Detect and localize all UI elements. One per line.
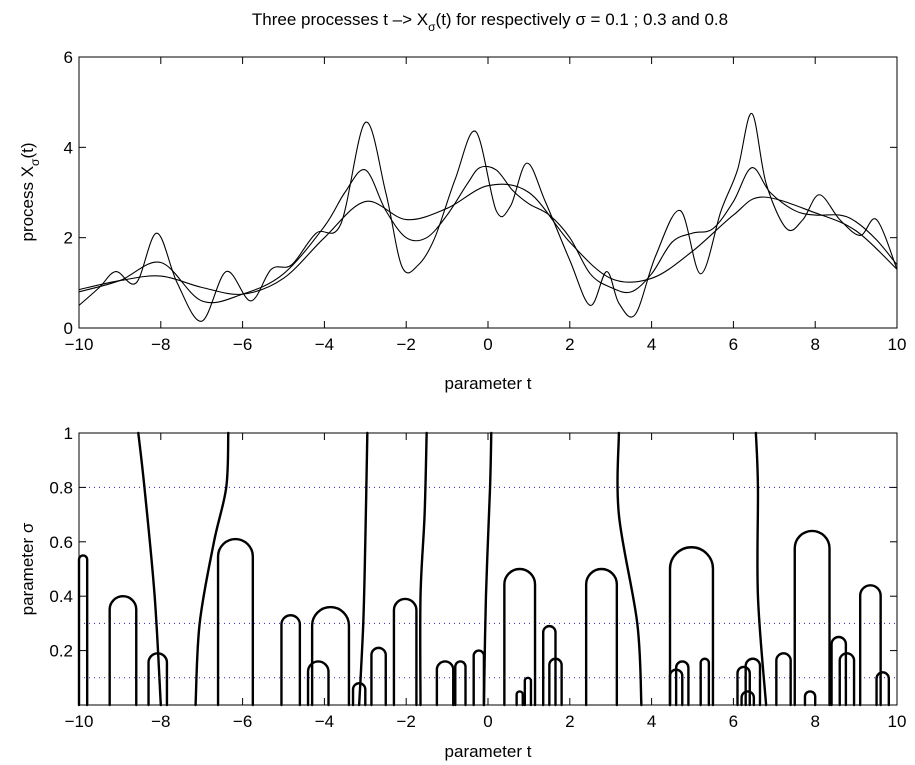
zero-crossing-branch <box>137 431 162 707</box>
zero-crossing-arch <box>77 554 89 707</box>
zero-crossing-arch <box>370 646 387 707</box>
zero-crossing-arch <box>668 546 715 707</box>
zero-crossing-arch <box>306 660 330 707</box>
process-x-tick-label: 2 <box>565 335 574 354</box>
zero-crossing-arch <box>584 567 619 707</box>
zero-crossing-arch <box>523 676 533 707</box>
zero-crossing-arch <box>699 657 711 707</box>
scale-space-x-tick-label: 4 <box>647 712 656 731</box>
scale-space-x-tick-label: −6 <box>233 712 252 731</box>
zero-crossing-branch <box>357 431 369 707</box>
process-x-tick-label: −8 <box>151 335 170 354</box>
zero-crossing-arch <box>392 597 418 707</box>
process-x-tick-label: 6 <box>729 335 738 354</box>
scale-space-y-tick-label: 0.8 <box>49 478 73 497</box>
process-y-tick-label: 0 <box>64 319 73 338</box>
process-x-tick-label: −2 <box>397 335 416 354</box>
zero-crossing-arch <box>830 635 848 707</box>
process-x-tick-label: −4 <box>315 335 334 354</box>
process-series-line <box>78 183 898 295</box>
zero-crossing-arch <box>454 660 467 707</box>
scale-space-x-tick-label: −8 <box>151 712 170 731</box>
zero-crossing-arch <box>775 652 792 707</box>
zero-crossing-branch <box>754 431 768 707</box>
process-series-line <box>78 165 898 304</box>
scale-space-y-axis-label: parameter σ <box>18 522 37 615</box>
zero-crossing-branch <box>419 431 428 707</box>
zero-crossing-arch <box>858 584 882 707</box>
scale-space-x-axis-label: parameter t <box>445 742 532 761</box>
scale-space-x-tick-label: 8 <box>810 712 819 731</box>
process-x-tick-label: 8 <box>810 335 819 354</box>
zero-crossing-arch <box>793 529 831 707</box>
zero-crossing-arch <box>744 657 762 707</box>
zero-crossing-branch <box>482 431 493 707</box>
zero-crossing-arch <box>875 671 891 707</box>
scale-space-y-tick-label: 1 <box>64 424 73 443</box>
zero-crossing-arch <box>216 537 255 707</box>
figure-title: Three processes t –> Xσ(t) for respectiv… <box>252 10 728 34</box>
process-x-tick-label: 4 <box>647 335 656 354</box>
zero-crossing-arch <box>310 605 351 707</box>
scale-space-y-tick-label: 0.2 <box>49 642 73 661</box>
zero-crossing-arch <box>548 657 563 707</box>
process-x-tick-label: −6 <box>233 335 252 354</box>
process-y-axis-label: process Xσ(t) <box>18 142 42 241</box>
zero-crossing-arch <box>503 567 537 707</box>
scale-space-x-tick-label: 6 <box>729 712 738 731</box>
scale-space-y-tick-label: 0.6 <box>49 533 73 552</box>
scale-space-x-tick-label: −4 <box>315 712 334 731</box>
zero-crossing-arch <box>472 649 486 707</box>
process-x-tick-label: 0 <box>483 335 492 354</box>
process-y-tick-label: 4 <box>64 138 73 157</box>
process-x-axis-label: parameter t <box>445 374 532 393</box>
zero-crossing-arch <box>515 690 524 707</box>
scale-space-x-tick-label: 0 <box>483 712 492 731</box>
zero-crossing-branch <box>194 431 230 707</box>
process-x-tick-label: 10 <box>888 335 907 354</box>
zero-crossing-arch <box>740 690 756 707</box>
scale-space-x-tick-label: −2 <box>397 712 416 731</box>
process-chart: −10 −8 −6 −4 −2 0 2 4 6 8 10 0 2 4 6 parameter t proce… <box>18 48 906 393</box>
scale-space-x-tick-label: 2 <box>565 712 574 731</box>
zero-crossing-arch <box>674 660 690 707</box>
scale-space-x-tick-label: −10 <box>65 712 94 731</box>
zero-crossing-arch <box>435 660 455 707</box>
zero-crossing-branch <box>616 431 643 707</box>
zero-crossing-arch <box>838 652 856 707</box>
process-y-tick-label: 2 <box>64 229 73 248</box>
zero-crossing-arch <box>280 614 302 707</box>
process-series-line <box>78 112 898 322</box>
zero-crossing-arch <box>736 665 751 707</box>
scale-space-y-tick-label: 0.4 <box>49 587 73 606</box>
process-x-tick-label: −10 <box>65 335 94 354</box>
scale-space-x-tick-label: 10 <box>888 712 907 731</box>
zero-crossing-arch <box>542 624 557 707</box>
scale-space-chart: −10 −8 −6 −4 −2 0 2 4 6 8 10 0.2 0.4 0.6 0.8 1 paramete… <box>18 424 906 761</box>
process-y-tick-label: 6 <box>64 48 73 67</box>
zero-crossing-arch <box>108 594 138 707</box>
zero-crossing-arch <box>803 690 817 707</box>
